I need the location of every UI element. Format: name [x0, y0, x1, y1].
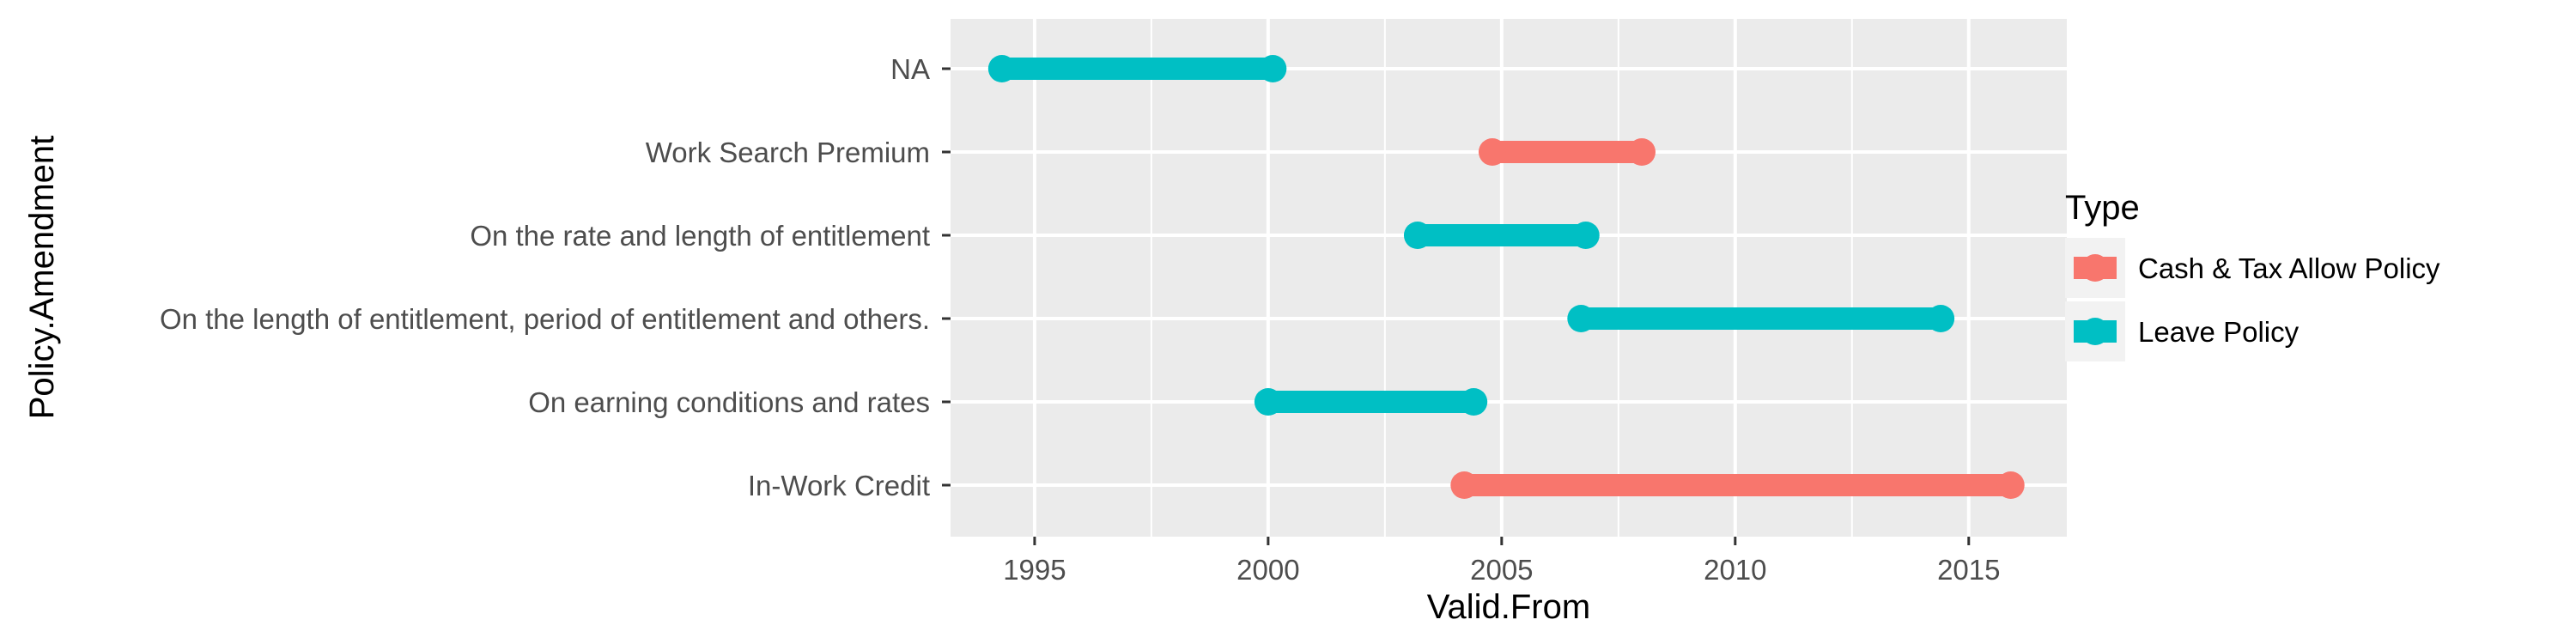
y-axis: NA Work Search Premium On the rate and len…: [160, 53, 951, 501]
x-tick-label: 2010: [1704, 554, 1766, 586]
segment-start-point: [1478, 138, 1506, 166]
legend-key-point: [2081, 318, 2109, 345]
x-axis: 1995 2000 2005 2010 2015: [1003, 537, 2000, 586]
y-tick-label: On the length of entitlement, period of …: [160, 303, 930, 335]
y-tick-label: In-Work Credit: [748, 470, 930, 501]
x-tick-label: 2000: [1236, 554, 1299, 586]
segment-end-point: [1259, 55, 1287, 82]
segment-end-point: [1927, 305, 1955, 332]
segment-start-point: [987, 55, 1016, 82]
segment-end-point: [1996, 471, 2025, 499]
x-tick-label: 2015: [1937, 554, 2000, 586]
segment-start-point: [1567, 305, 1595, 332]
legend-entry-label: Leave Policy: [2138, 316, 2300, 348]
panel-background: [951, 19, 2067, 537]
segment-end-point: [1571, 222, 1600, 249]
y-tick-label: On earning conditions and rates: [528, 386, 930, 418]
x-tick-label: 1995: [1003, 554, 1066, 586]
segment-start-point: [1403, 222, 1431, 249]
segment-start-point: [1450, 471, 1479, 499]
legend-key-point: [2081, 254, 2109, 282]
y-tick-label: On the rate and length of entitlement: [470, 220, 930, 252]
y-tick-label: Work Search Premium: [646, 137, 930, 168]
segment-start-point: [1254, 388, 1282, 416]
legend-entry-label: Cash & Tax Allow Policy: [2138, 252, 2440, 284]
y-tick-label: NA: [890, 53, 930, 85]
legend-title: Type: [2065, 189, 2140, 227]
y-axis-title: Policy.Amendment: [23, 136, 61, 420]
minor-gridlines: [1150, 19, 1853, 537]
segment-end-point: [1628, 138, 1656, 166]
legend: Type Cash & Tax Allow Policy Leave Policy: [2065, 189, 2440, 361]
segment-end-point: [1460, 388, 1488, 416]
x-axis-title: Valid.From: [1427, 588, 1590, 626]
x-tick-label: 2005: [1470, 554, 1533, 586]
data-segments: [987, 55, 2025, 499]
